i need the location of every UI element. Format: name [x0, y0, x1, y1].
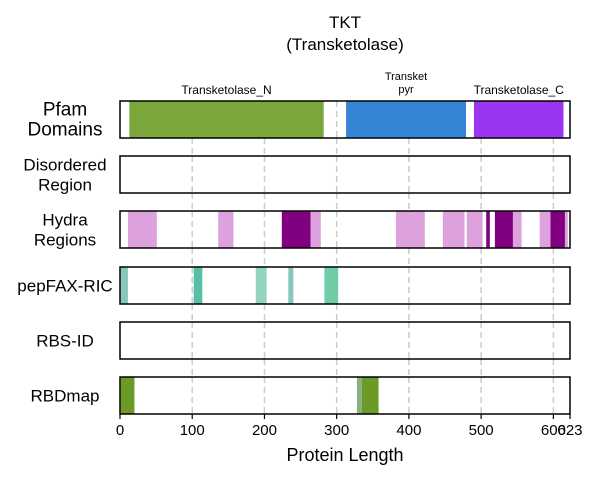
- track-0-frame: [119, 100, 571, 139]
- track-2-segment-6: [466, 211, 483, 248]
- track-2-segment-7: [486, 211, 490, 248]
- track-0-segment-2: [473, 101, 564, 138]
- track-2-segment-4: [395, 211, 425, 248]
- track-2-frame: [119, 210, 571, 249]
- track-3-label: pepFAX-RIC: [17, 277, 112, 296]
- x-tick-label: 200: [252, 422, 277, 439]
- track-1-frame: [119, 155, 571, 194]
- x-tick-label: 300: [324, 422, 349, 439]
- x-axis-label: Protein Length: [286, 445, 403, 465]
- track-5-segment-0: [120, 377, 135, 414]
- track-5-frame: [119, 376, 571, 415]
- x-tick-label: 623: [557, 422, 582, 439]
- track-2-segment-10: [539, 211, 551, 248]
- track-4-label: RBS-ID: [36, 332, 94, 351]
- track-3-segment-2: [255, 267, 267, 304]
- track-2-segment-5: [442, 211, 465, 248]
- track-5-label: RBDmap: [31, 387, 100, 406]
- track-0-segment-1-label: Transket: [385, 71, 427, 83]
- grid-lines: [191, 101, 555, 414]
- track-1-label: Disordered: [23, 156, 106, 175]
- track-0-segment-1-label: pyr: [398, 84, 414, 96]
- track-3-frame: [119, 266, 571, 305]
- track-5-segment-1: [356, 377, 362, 414]
- track-3-segment-1: [193, 267, 203, 304]
- x-tick-label: 500: [469, 422, 494, 439]
- track-2-label: Hydra: [42, 211, 88, 230]
- track-3-segment-3: [288, 267, 294, 304]
- x-tick-label: 600: [541, 422, 566, 439]
- track-0-label: Pfam: [43, 100, 87, 121]
- track-2-segment-9: [512, 211, 522, 248]
- track-2-segment-12: [564, 211, 568, 248]
- track-2-segment-3: [310, 211, 321, 248]
- track-0-segment-2-label: Transketolase_C: [474, 83, 565, 97]
- track-0-segment-1: [346, 101, 466, 138]
- track-4: RBS-ID: [36, 321, 571, 360]
- chart-subtitle: (Transketolase): [286, 35, 403, 54]
- track-0-segment-0-label: Transketolase_N: [181, 83, 271, 97]
- track-1-label: Region: [38, 176, 92, 195]
- track-0-segment-0: [129, 101, 324, 138]
- x-tick-label: 400: [396, 422, 421, 439]
- track-5: RBDmap: [31, 376, 571, 415]
- track-3-segment-4: [324, 267, 339, 304]
- x-tick-label: 0: [116, 422, 124, 439]
- track-4-frame: [119, 321, 571, 360]
- track-2-label: Regions: [34, 231, 96, 250]
- track-2-segment-0: [127, 211, 157, 248]
- track-0-label: Domains: [28, 120, 103, 141]
- track-3: pepFAX-RIC: [17, 266, 571, 305]
- track-2-segment-1: [218, 211, 234, 248]
- track-2-segment-8: [494, 211, 513, 248]
- track-3-segment-0: [120, 267, 128, 304]
- track-2-segment-11: [550, 211, 565, 248]
- x-tick-label: 100: [180, 422, 205, 439]
- track-2-segment-2: [281, 211, 311, 248]
- chart-title: TKT: [329, 13, 361, 32]
- track-5-segment-2: [361, 377, 379, 414]
